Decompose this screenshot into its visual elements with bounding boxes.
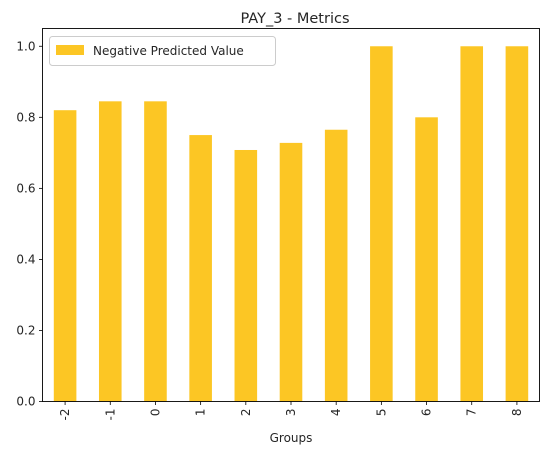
bar-4 (324, 129, 348, 402)
bar-0 (144, 101, 167, 402)
bar-2 (234, 149, 258, 402)
x-tick-label: -1 (103, 409, 117, 421)
y-tick-label: 0.8 (16, 110, 35, 124)
bar-1 (189, 135, 212, 402)
x-tick-label: 2 (239, 409, 253, 417)
legend-box (49, 36, 276, 66)
y-tick-label: 0.6 (16, 181, 35, 195)
x-tick-label: 8 (510, 409, 524, 417)
y-axis: 0.0 0.2 0.4 0.6 0.8 1.0 (16, 39, 43, 409)
x-tick-label: 1 (194, 409, 208, 417)
bar-3 (279, 142, 303, 402)
x-tick-label: 6 (420, 409, 434, 417)
x-tick-label: 4 (329, 409, 343, 417)
bar--2 (53, 110, 77, 402)
x-tick-label: -2 (58, 409, 72, 421)
plot-frame (42, 28, 540, 402)
legend-label: Negative Predicted Value (93, 44, 244, 58)
x-tick-label: 3 (284, 409, 298, 417)
bar--1 (98, 101, 122, 402)
bars-group (53, 46, 529, 402)
legend: Negative Predicted Value (49, 36, 276, 66)
y-tick-label: 1.0 (16, 39, 35, 53)
x-tick-label: 5 (374, 409, 388, 417)
x-axis-label: Groups (270, 431, 313, 445)
x-tick-label: 7 (465, 409, 479, 417)
x-axis: -2 -1 0 1 2 3 4 5 6 7 8 (58, 401, 524, 421)
y-tick-label: 0.2 (16, 323, 35, 337)
x-tick-label: 0 (148, 409, 162, 417)
chart-title: PAY_3 - Metrics (240, 11, 349, 27)
y-tick-label: 0.4 (16, 252, 35, 266)
bar-7 (460, 46, 484, 402)
legend-swatch (56, 45, 84, 55)
y-tick-label: 0.0 (16, 395, 35, 409)
bar-5 (370, 46, 393, 402)
bar-8 (505, 46, 529, 402)
bar-6 (415, 117, 438, 402)
